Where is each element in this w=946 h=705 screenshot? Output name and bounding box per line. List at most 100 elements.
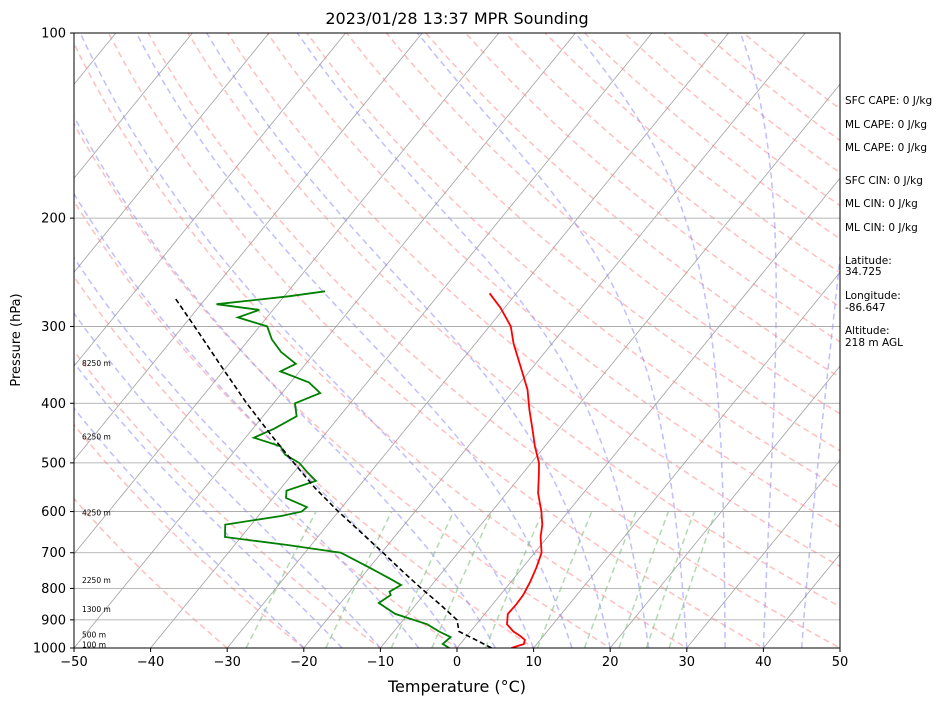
height-label: 1300 m	[82, 605, 111, 614]
x-tick-label: −30	[213, 655, 240, 670]
moist-adiabat-line	[74, 311, 381, 648]
ml-cape-label-2: ML CAPE: 0 J/kg	[845, 142, 927, 154]
isotherm-line	[379, 83, 840, 648]
latitude-label: Latitude:	[845, 255, 892, 267]
sfc-cin-label: SFC CIN: 0 J/kg	[845, 175, 923, 187]
height-label: 500 m	[82, 631, 106, 640]
dry-adiabat-line	[74, 275, 459, 648]
moist-adiabat-line	[296, 33, 650, 648]
x-tick-label: −40	[137, 655, 164, 670]
y-tick-label: 1000	[33, 642, 66, 657]
y-tick-label: 700	[41, 546, 66, 561]
longitude-label: Longitude:	[845, 290, 901, 302]
height-label: 8250 m	[82, 359, 111, 368]
mixing-ratio-line	[645, 511, 695, 648]
temperature-line	[488, 292, 544, 648]
isotherm-line	[74, 33, 423, 461]
moist-adiabat-line	[74, 407, 305, 648]
dry-adiabat-line	[74, 200, 535, 648]
moist-adiabat-line	[74, 115, 496, 648]
dry-adiabat-line	[465, 33, 840, 343]
x-tick-label: 40	[755, 655, 772, 670]
mixing-ratio-line	[325, 511, 393, 648]
moist-adiabat-line	[800, 251, 840, 648]
y-tick-label: 800	[41, 582, 66, 597]
dry-adiabat-line	[187, 33, 840, 608]
y-tick-label: 100	[41, 27, 66, 42]
y-axis-label: Pressure (hPa)	[9, 293, 24, 386]
y-tick-label: 900	[41, 613, 66, 628]
isotherm-line	[226, 33, 730, 648]
dry-adiabat-line	[504, 33, 840, 308]
background-lines	[0, 19, 840, 661]
height-label: 100 m	[82, 640, 106, 649]
isotherm-line	[74, 33, 270, 273]
mixing-ratio-line	[618, 511, 670, 648]
x-tick-label: 20	[602, 655, 619, 670]
chart-title: 2023/01/28 13:37 MPR Sounding	[325, 9, 588, 28]
plot-frame	[73, 32, 841, 649]
moist-adiabat-line	[416, 33, 688, 648]
isotherm-line	[533, 271, 840, 648]
height-label: 4250 m	[82, 508, 111, 517]
x-tick-label: −50	[60, 655, 87, 670]
longitude-value: -86.647	[845, 302, 886, 314]
isotherm-line	[150, 33, 653, 648]
dry-adiabat-line	[107, 33, 765, 648]
x-tick-label: −10	[367, 655, 394, 670]
dry-adiabat-line	[346, 33, 840, 452]
latitude-value: 34.725	[845, 266, 882, 278]
dry-adiabat-line	[385, 33, 840, 415]
y-axis-ticks: 1000 900 800 700 600 500 400 300 200 100	[33, 27, 74, 657]
x-tick-label: 0	[453, 655, 461, 670]
mixing-ratio-line	[668, 511, 717, 648]
height-label: 2250 m	[82, 576, 111, 585]
y-tick-label: 300	[41, 320, 66, 335]
dry-adiabat-line	[266, 33, 840, 528]
dewpoint-line	[216, 290, 453, 648]
moist-adiabat-line	[79, 33, 535, 648]
isotherm-line	[74, 33, 576, 648]
parcel-line	[174, 297, 492, 648]
mixing-ratio-line	[245, 511, 317, 648]
dry-adiabat-line	[74, 122, 612, 648]
ml-cin-label-2: ML CIN: 0 J/kg	[845, 222, 918, 234]
series-group	[174, 290, 544, 648]
y-tick-label: 500	[41, 456, 66, 471]
x-axis-ticks: −50 −40 −30 −20 −10 0 10 20 30 40 50	[60, 648, 848, 670]
moist-adiabat-line	[739, 33, 777, 648]
altitude-value: 218 m AGL	[845, 337, 903, 349]
y-tick-label: 600	[41, 505, 66, 520]
dry-adiabat-line	[147, 33, 840, 648]
y-tick-label: 200	[41, 212, 66, 227]
dry-adiabat-line	[74, 423, 306, 648]
x-tick-label: −20	[290, 655, 317, 670]
isotherm-line	[686, 459, 840, 648]
isotherm-line	[74, 33, 193, 179]
moist-adiabat-line	[135, 33, 573, 648]
isotherm-line	[0, 19, 50, 661]
dry-adiabat-line	[74, 497, 229, 648]
isotherm-line	[609, 365, 840, 648]
height-label: 6250 m	[82, 433, 111, 442]
y-tick-label: 400	[41, 397, 66, 412]
isotherm-line	[74, 33, 500, 555]
sfc-cape-label: SFC CAPE: 0 J/kg	[845, 95, 932, 107]
pressure-gridlines	[74, 33, 840, 648]
x-tick-label: 30	[679, 655, 696, 670]
moist-adiabat-line	[574, 33, 726, 648]
isotherm-line	[303, 33, 806, 648]
moist-adiabat-line	[74, 361, 343, 648]
mixing-ratio-line	[390, 511, 455, 648]
sounding-annotations: SFC CAPE: 0 J/kg ML CAPE: 0 J/kg ML CAPE…	[845, 95, 932, 349]
dry-adiabat-line	[226, 33, 840, 568]
moist-adiabat-line	[74, 192, 458, 648]
x-tick-label: 50	[832, 655, 849, 670]
ml-cin-label: ML CIN: 0 J/kg	[845, 198, 918, 210]
dry-adiabat-line	[74, 41, 689, 648]
mixing-ratio-line	[484, 511, 544, 648]
ml-cape-label: ML CAPE: 0 J/kg	[845, 119, 927, 131]
x-tick-label: 10	[525, 655, 542, 670]
